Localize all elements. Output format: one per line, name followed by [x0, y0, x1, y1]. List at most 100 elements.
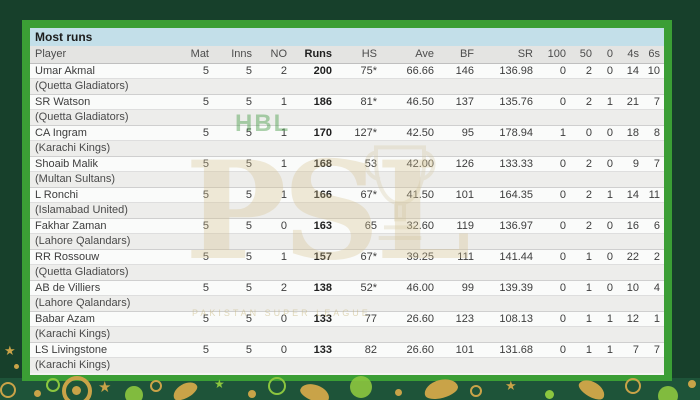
stat-cell: 11: [648, 188, 660, 201]
stat-cell: 157: [313, 250, 332, 263]
stat-cell: 123: [455, 312, 474, 325]
stat-cell: 0: [559, 188, 566, 201]
column-header-bf: BF: [441, 46, 481, 64]
stat-cell: 8: [653, 126, 660, 139]
stat-cell: 5: [245, 312, 252, 325]
column-header-100: 100: [540, 46, 573, 64]
stat-cell: 133: [313, 343, 332, 356]
stat-cell: 2: [280, 281, 287, 294]
player-name: CA Ingram: [35, 126, 87, 139]
stat-cell: 133.33: [499, 157, 533, 170]
stat-cell: 5: [202, 126, 209, 139]
stat-cell: 5: [245, 188, 252, 201]
stat-cell: 7: [632, 343, 639, 356]
stat-cell: 200: [313, 64, 332, 77]
stat-cell: 5: [202, 188, 209, 201]
stat-cell: 136.97: [499, 219, 533, 232]
stat-cell: 5: [245, 343, 252, 356]
stat-cell: 2: [585, 95, 592, 108]
column-header-ave: Ave: [384, 46, 441, 64]
stat-cell: 1: [606, 95, 613, 108]
column-header-4s: 4s: [620, 46, 646, 64]
stat-cell: 1: [606, 312, 613, 325]
player-team-row: (Karachi Kings): [30, 140, 664, 156]
stat-cell: 5: [245, 281, 252, 294]
stat-cell: 126: [455, 157, 474, 170]
panel-title: Most runs: [30, 28, 664, 46]
stat-cell: 26.60: [406, 312, 434, 325]
stat-cell: 66.66: [406, 64, 434, 77]
stats-table: Player Mat Inns NO Runs HS Ave BF SR 100 50 0 4s 6s U…: [30, 46, 664, 373]
stat-cell: 0: [559, 250, 566, 263]
stat-cell: 163: [313, 219, 332, 232]
stats-table-body: Umar Akmal 5 5 2 200 75* 66.66 146 136.98 0 2 0 14 10…: [30, 63, 664, 373]
stat-cell: 7: [653, 343, 660, 356]
column-header-no: NO: [259, 46, 294, 64]
column-header-hs: HS: [339, 46, 384, 64]
player-team: (Lahore Qalandars): [35, 235, 131, 247]
column-header-runs: Runs: [294, 46, 339, 64]
stat-cell: 39.25: [406, 250, 434, 263]
stat-cell: 18: [626, 126, 639, 139]
stat-cell: 0: [559, 95, 566, 108]
stat-cell: 41.50: [406, 188, 434, 201]
stat-cell: 0: [606, 281, 613, 294]
stat-cell: 5: [202, 250, 209, 263]
player-name: SR Watson: [35, 95, 91, 108]
stat-cell: 2: [585, 219, 592, 232]
stat-cell: 5: [202, 95, 209, 108]
stat-cell: 1: [559, 126, 566, 139]
stat-cell: 136.98: [499, 64, 533, 77]
stat-cell: 1: [606, 188, 613, 201]
column-header-mat: Mat: [176, 46, 216, 64]
stat-cell: 0: [606, 157, 613, 170]
stat-cell: 42.00: [406, 157, 434, 170]
stat-cell: 1: [280, 95, 287, 108]
stat-cell: 1: [653, 312, 660, 325]
player-team: (Karachi Kings): [35, 142, 111, 154]
player-team: (Karachi Kings): [35, 328, 111, 340]
stat-cell: 108.13: [499, 312, 533, 325]
column-header-player: Player: [30, 46, 176, 64]
player-team-row: (Quetta Gladiators): [30, 109, 664, 125]
stat-cell: 2: [585, 64, 592, 77]
stat-cell: 14: [626, 64, 639, 77]
stat-cell: 168: [313, 157, 332, 170]
stats-panel: Most runs Player Mat Inns NO Runs HS Ave BF SR 10…: [22, 20, 672, 381]
stat-cell: 166: [313, 188, 332, 201]
stat-cell: 0: [559, 343, 566, 356]
stat-cell: 0: [280, 343, 287, 356]
decor-star-icon: ★: [4, 343, 16, 358]
stat-cell: 14: [626, 188, 639, 201]
player-team: (Quetta Gladiators): [35, 266, 129, 278]
stat-cell: 2: [653, 250, 660, 263]
stat-cell: 1: [280, 126, 287, 139]
stat-cell: 46.00: [406, 281, 434, 294]
stat-cell: 1: [585, 343, 592, 356]
player-row: Babar Azam 5 5 0 133 77 26.60 123 108.13 0 1 1 12 1: [30, 311, 664, 326]
stat-cell: 5: [245, 157, 252, 170]
stat-cell: 6: [653, 219, 660, 232]
player-row: CA Ingram 5 5 1 170 127* 42.50 95 178.94 1 0 0 18 8: [30, 125, 664, 140]
stat-cell: 10: [626, 281, 639, 294]
player-name: LS Livingstone: [35, 343, 108, 356]
stat-cell: 1: [280, 250, 287, 263]
stat-cell: 186: [313, 95, 332, 108]
stat-cell: 12: [626, 312, 639, 325]
stat-cell: 5: [202, 281, 209, 294]
player-name: L Ronchi: [35, 188, 79, 201]
stat-cell: 141.44: [499, 250, 533, 263]
stat-cell: 22: [626, 250, 639, 263]
player-team-row: (Quetta Gladiators): [30, 264, 664, 280]
player-team-row: (Quetta Gladiators): [30, 78, 664, 94]
stat-cell: 2: [585, 188, 592, 201]
stat-cell: 0: [606, 219, 613, 232]
header-row: Player Mat Inns NO Runs HS Ave BF SR 100 50 0 4s 6s: [30, 46, 664, 64]
player-row: L Ronchi 5 5 1 166 67* 41.50 101 164.35 0 2 1 14 11: [30, 187, 664, 202]
stat-cell: 32.60: [406, 219, 434, 232]
stat-cell: 1: [585, 312, 592, 325]
column-header-inns: Inns: [216, 46, 259, 64]
column-header-50: 50: [573, 46, 599, 64]
stat-cell: 77: [364, 312, 377, 325]
stat-cell: 42.50: [406, 126, 434, 139]
